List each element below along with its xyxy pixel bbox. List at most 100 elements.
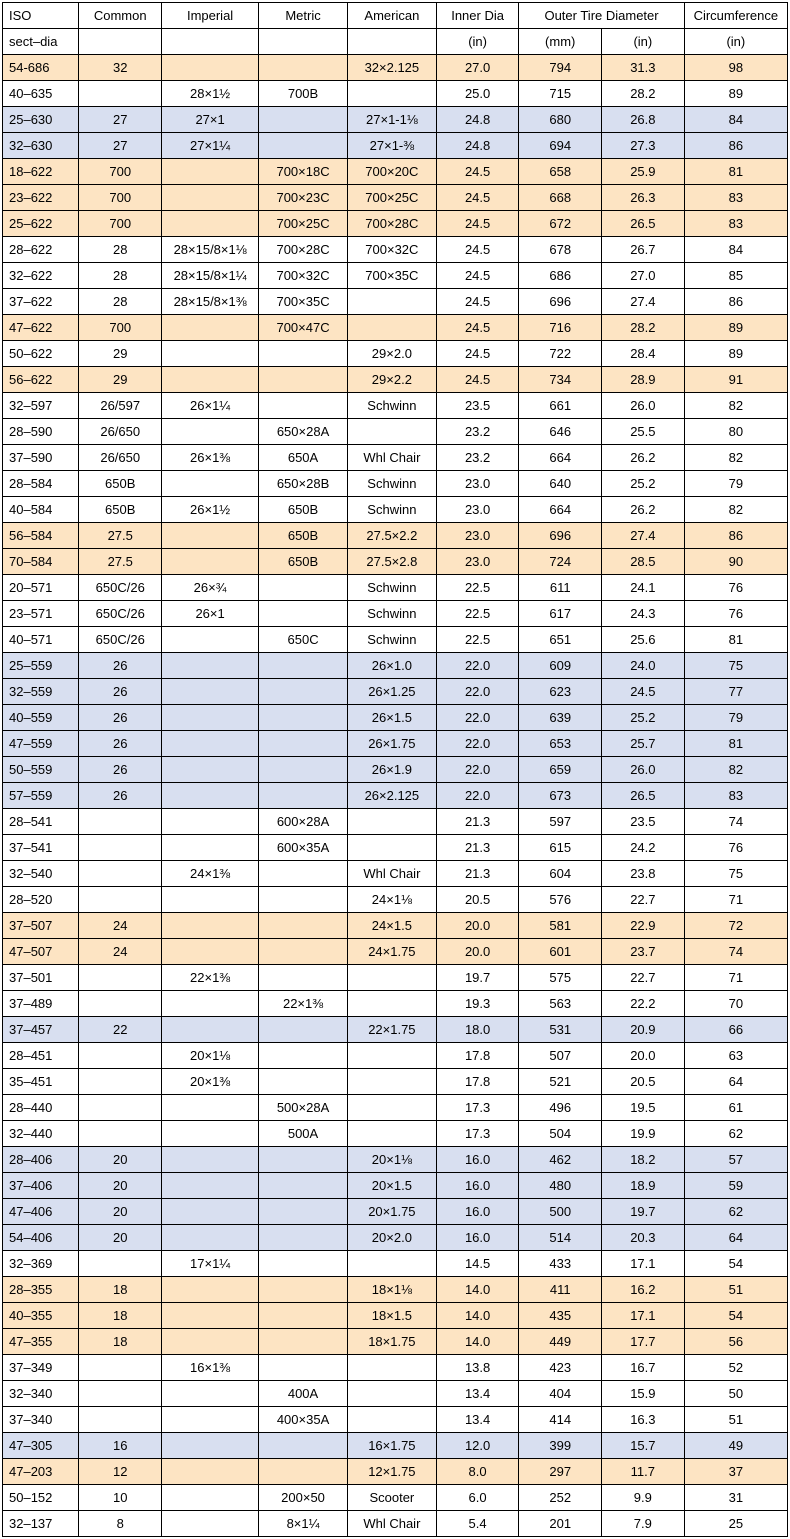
- cell: [347, 1407, 436, 1433]
- cell: 47–305: [3, 1433, 79, 1459]
- cell: [79, 1355, 162, 1381]
- cell: [347, 835, 436, 861]
- cell: 24.5: [602, 679, 685, 705]
- table-row: 54-6863232×2.12527.079431.398: [3, 55, 788, 81]
- cell: 17.3: [436, 1121, 519, 1147]
- cell: 81: [684, 731, 787, 757]
- cell: 24.3: [602, 601, 685, 627]
- cell: [347, 419, 436, 445]
- table-row: 28–440500×28A17.349619.561: [3, 1095, 788, 1121]
- cell: 24: [79, 939, 162, 965]
- cell: 32–137: [3, 1511, 79, 1537]
- cell: 72: [684, 913, 787, 939]
- cell: Schwinn: [347, 471, 436, 497]
- cell: 70–584: [3, 549, 79, 575]
- cell: 18×1⅛: [347, 1277, 436, 1303]
- table-row: 47–3051616×1.7512.039915.749: [3, 1433, 788, 1459]
- table-row: 47–4062020×1.7516.050019.762: [3, 1199, 788, 1225]
- table-row: 47–5592626×1.7522.065325.781: [3, 731, 788, 757]
- cell: 504: [519, 1121, 602, 1147]
- cell: 50–152: [3, 1485, 79, 1511]
- cell: 26×1: [162, 601, 259, 627]
- col-american-unit: [347, 29, 436, 55]
- cell: 21.3: [436, 835, 519, 861]
- cell: 716: [519, 315, 602, 341]
- cell: 18.0: [436, 1017, 519, 1043]
- cell: 18×1.75: [347, 1329, 436, 1355]
- cell: 12×1.75: [347, 1459, 436, 1485]
- table-row: 37–34916×1⅜13.842316.752: [3, 1355, 788, 1381]
- cell: 507: [519, 1043, 602, 1069]
- table-row: 40–3551818×1.514.043517.154: [3, 1303, 788, 1329]
- cell: 27: [79, 133, 162, 159]
- cell: 700×28C: [259, 237, 348, 263]
- table-row: 32–340400A13.440415.950: [3, 1381, 788, 1407]
- cell: 19.3: [436, 991, 519, 1017]
- cell: 62: [684, 1121, 787, 1147]
- cell: 24: [79, 913, 162, 939]
- cell: 700B: [259, 81, 348, 107]
- cell: 623: [519, 679, 602, 705]
- cell: 21.3: [436, 861, 519, 887]
- cell: [259, 1199, 348, 1225]
- cell: 23.7: [602, 939, 685, 965]
- cell: [259, 1277, 348, 1303]
- cell: 700×32C: [347, 237, 436, 263]
- cell: 686: [519, 263, 602, 289]
- cell: [259, 1329, 348, 1355]
- cell: 28×15/8×1⅜: [162, 289, 259, 315]
- cell: 700: [79, 315, 162, 341]
- cell: 47–406: [3, 1199, 79, 1225]
- cell: 66: [684, 1017, 787, 1043]
- cell: [347, 315, 436, 341]
- cell: 27.5: [79, 523, 162, 549]
- cell: 28.2: [602, 81, 685, 107]
- cell: 24.5: [436, 263, 519, 289]
- cell: 597: [519, 809, 602, 835]
- tire-sizes-table: ISO Common Imperial Metric American Inne…: [2, 2, 788, 1537]
- cell: 50–559: [3, 757, 79, 783]
- cell: 200×50: [259, 1485, 348, 1511]
- cell: 24×1.75: [347, 939, 436, 965]
- col-circumference: Circumference: [684, 3, 787, 29]
- cell: 37–507: [3, 913, 79, 939]
- cell: 37–457: [3, 1017, 79, 1043]
- cell: 26×2.125: [347, 783, 436, 809]
- cell: [162, 341, 259, 367]
- table-row: 25–622700700×25C700×28C24.567226.583: [3, 211, 788, 237]
- cell: Schwinn: [347, 627, 436, 653]
- cell: 22.7: [602, 965, 685, 991]
- cell: 26×1.5: [347, 705, 436, 731]
- cell: 650C/26: [79, 575, 162, 601]
- table-row: 32–54024×1⅜Whl Chair21.360423.875: [3, 861, 788, 887]
- cell: 20–571: [3, 575, 79, 601]
- cell: 17.8: [436, 1069, 519, 1095]
- cell: 672: [519, 211, 602, 237]
- cell: 521: [519, 1069, 602, 1095]
- cell: 18: [79, 1277, 162, 1303]
- cell: 658: [519, 159, 602, 185]
- cell: [79, 1251, 162, 1277]
- cell: 604: [519, 861, 602, 887]
- cell: 27: [79, 107, 162, 133]
- table-row: 56–58427.5650B27.5×2.223.069627.486: [3, 523, 788, 549]
- cell: 26: [79, 705, 162, 731]
- cell: 63: [684, 1043, 787, 1069]
- cell: 75: [684, 861, 787, 887]
- cell: [162, 1225, 259, 1251]
- cell: [79, 861, 162, 887]
- cell: 23.0: [436, 549, 519, 575]
- cell: 40–559: [3, 705, 79, 731]
- cell: 20: [79, 1225, 162, 1251]
- cell: 700×47C: [259, 315, 348, 341]
- cell: 37–622: [3, 289, 79, 315]
- cell: 678: [519, 237, 602, 263]
- cell: 20×2.0: [347, 1225, 436, 1251]
- cell: 25: [684, 1511, 787, 1537]
- cell: [162, 1329, 259, 1355]
- cell: 581: [519, 913, 602, 939]
- cell: 28×15/8×1¼: [162, 263, 259, 289]
- cell: [259, 575, 348, 601]
- cell: 20×1.5: [347, 1173, 436, 1199]
- cell: 20.0: [436, 913, 519, 939]
